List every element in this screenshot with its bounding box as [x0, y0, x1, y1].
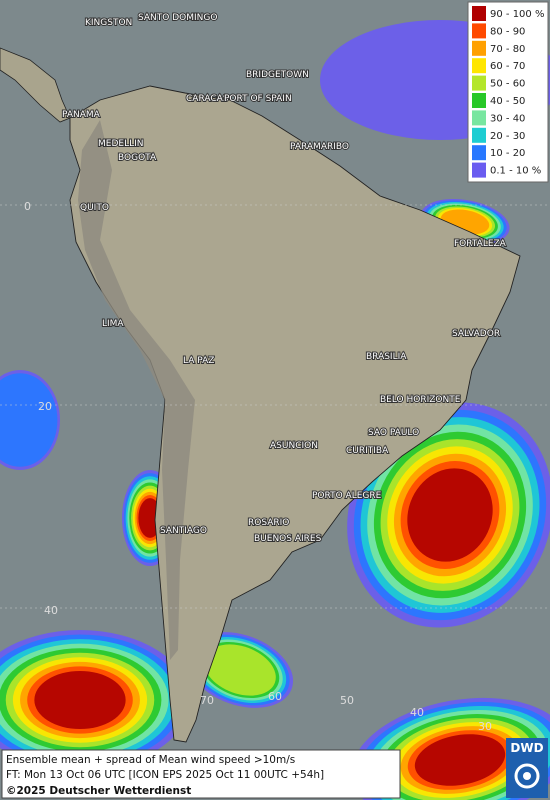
grid-labels: 0 20 40 60 50 40 30 70: [24, 200, 492, 733]
footer-line: Ensemble mean + spread of Mean wind spee…: [6, 754, 295, 766]
city: BRASILIA: [366, 352, 407, 362]
city: SANTO DOMINGO: [138, 13, 217, 23]
city: CURITIBA: [346, 446, 389, 456]
grid-label: 70: [200, 694, 214, 707]
city: BELO HORIZONTE: [380, 395, 461, 405]
legend-swatch: [472, 58, 486, 74]
city: LIMA: [102, 319, 124, 329]
legend-label: 60 - 70: [490, 61, 525, 72]
legend-label: 90 - 100 %: [490, 9, 544, 20]
legend-label: 0.1 - 10 %: [490, 166, 541, 177]
legend-label: 10 - 20: [490, 148, 525, 159]
probability-band: [204, 644, 276, 696]
legend-label: 20 - 30: [490, 131, 525, 142]
grid-label: 0: [24, 200, 31, 213]
grid-label: 60: [268, 690, 282, 703]
city: QUITO: [80, 203, 109, 213]
logo-icon: [514, 763, 540, 789]
legend-label: 80 - 90: [490, 26, 525, 37]
central-america: [0, 47, 71, 123]
grid-label: 50: [340, 694, 354, 707]
legend-swatch: [472, 75, 486, 91]
city: PANAMA: [62, 110, 101, 120]
city: KINGSTON: [85, 18, 132, 28]
grid-label: 30: [478, 720, 492, 733]
probability-band: [0, 373, 58, 467]
city: BUENOS AIRES: [254, 534, 322, 544]
footer-line: FT: Mon 13 Oct 06 UTC [ICON EPS 2025 Oct…: [6, 769, 324, 781]
grid-label: 40: [410, 706, 424, 719]
logo-icon: [523, 772, 531, 780]
city: PORTO ALEGRE: [312, 491, 382, 501]
grid-label: 40: [44, 604, 58, 617]
cities: KINGSTON SANTO DOMINGO BRIDGETOWN CARACA…: [61, 12, 508, 545]
city: FORTALEZA: [454, 239, 507, 249]
footer-box: [1, 749, 401, 799]
city: BRIDGETOWN: [246, 70, 309, 80]
city: PORT OF SPAIN: [224, 94, 292, 104]
andes: [78, 120, 195, 660]
city: PARAMARIBO: [290, 142, 349, 152]
city: ROSARIO: [248, 518, 289, 528]
legend-swatch: [472, 40, 486, 56]
city: LA PAZ: [183, 356, 214, 366]
legend-label: 30 - 40: [490, 113, 525, 124]
legend-label: 70 - 80: [490, 44, 525, 55]
legend-label: 40 - 50: [490, 96, 525, 107]
legend-swatch: [472, 145, 486, 161]
legend-swatch: [472, 127, 486, 143]
legend: 90 - 100 % 80 - 90 70 - 80 60 - 70 50 - 60 40…: [467, 1, 549, 183]
legend-swatch: [472, 23, 486, 39]
logo-text: DWD: [510, 741, 543, 755]
city: SANTIAGO: [160, 526, 207, 536]
grid-label: 20: [38, 400, 52, 413]
legend-swatch: [472, 93, 486, 108]
probability-band: [34, 670, 126, 730]
city: SALVADOR: [452, 329, 500, 339]
legend-swatch: [472, 162, 486, 178]
city: SAO PAULO: [368, 428, 419, 438]
legend-swatch: [472, 6, 486, 21]
legend-label: 50 - 60: [490, 79, 525, 90]
city: MEDELLIN: [98, 139, 143, 149]
probability-band: [407, 468, 493, 562]
city: ASUNCION: [270, 441, 318, 451]
footer-line: ©2025 Deutscher Wetterdienst: [6, 785, 191, 797]
city: CARACAS: [186, 94, 229, 104]
legend-swatch: [472, 110, 486, 126]
probability-band: [414, 734, 506, 786]
graticule: [0, 204, 550, 609]
city: BOGOTA: [118, 153, 157, 163]
